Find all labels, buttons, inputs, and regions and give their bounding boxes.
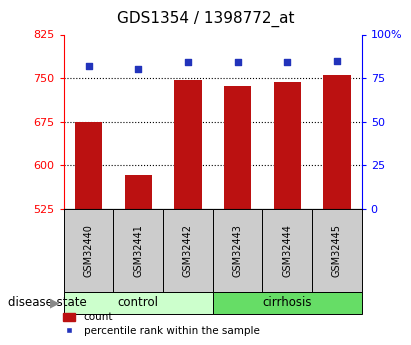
Bar <box>163 209 213 292</box>
Point <box>85 63 92 69</box>
Bar <box>274 82 301 209</box>
Bar <box>64 209 113 292</box>
Text: ▶: ▶ <box>50 296 60 309</box>
Text: GSM32441: GSM32441 <box>133 224 143 277</box>
Text: GSM32445: GSM32445 <box>332 224 342 277</box>
Text: disease state: disease state <box>8 296 87 309</box>
Bar <box>262 209 312 292</box>
Text: GSM32440: GSM32440 <box>83 224 94 277</box>
Text: control: control <box>118 296 159 309</box>
Bar <box>64 292 213 314</box>
Bar <box>213 209 262 292</box>
Text: GSM32443: GSM32443 <box>233 224 242 277</box>
Point <box>234 60 241 65</box>
Point <box>185 60 191 65</box>
Text: GSM32442: GSM32442 <box>183 224 193 277</box>
Point <box>334 58 340 63</box>
Text: GSM32444: GSM32444 <box>282 224 292 277</box>
Text: cirrhosis: cirrhosis <box>263 296 312 309</box>
Bar <box>125 175 152 209</box>
Bar <box>113 209 163 292</box>
Bar <box>224 86 251 209</box>
Bar <box>323 75 351 209</box>
Bar <box>312 209 362 292</box>
Point <box>135 67 141 72</box>
Bar <box>213 292 362 314</box>
Bar <box>174 80 201 209</box>
Point <box>284 60 291 65</box>
Text: GDS1354 / 1398772_at: GDS1354 / 1398772_at <box>117 10 294 27</box>
Legend: count, percentile rank within the sample: count, percentile rank within the sample <box>59 308 264 340</box>
Bar <box>75 122 102 209</box>
